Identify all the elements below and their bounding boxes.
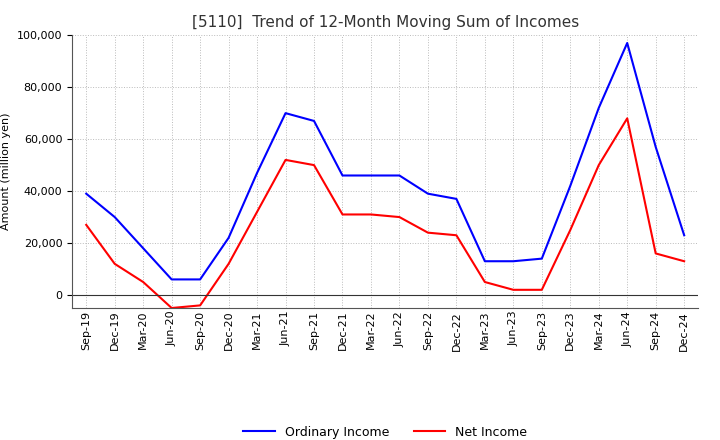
Ordinary Income	[652, 144, 660, 150]
Ordinary Income	[196, 277, 204, 282]
Ordinary Income	[452, 196, 461, 202]
Ordinary Income	[480, 259, 489, 264]
Ordinary Income	[566, 183, 575, 188]
Ordinary Income	[338, 173, 347, 178]
Ordinary Income	[225, 235, 233, 241]
Y-axis label: Amount (million yen): Amount (million yen)	[1, 113, 12, 231]
Ordinary Income	[423, 191, 432, 196]
Net Income	[595, 162, 603, 168]
Ordinary Income	[282, 110, 290, 116]
Line: Ordinary Income: Ordinary Income	[86, 43, 684, 279]
Title: [5110]  Trend of 12-Month Moving Sum of Incomes: [5110] Trend of 12-Month Moving Sum of I…	[192, 15, 579, 30]
Net Income	[423, 230, 432, 235]
Line: Net Income: Net Income	[86, 118, 684, 308]
Net Income	[196, 303, 204, 308]
Ordinary Income	[623, 40, 631, 46]
Net Income	[537, 287, 546, 293]
Net Income	[566, 227, 575, 233]
Ordinary Income	[537, 256, 546, 261]
Net Income	[509, 287, 518, 293]
Net Income	[167, 305, 176, 311]
Net Income	[282, 157, 290, 162]
Ordinary Income	[110, 214, 119, 220]
Net Income	[253, 209, 261, 215]
Ordinary Income	[82, 191, 91, 196]
Net Income	[366, 212, 375, 217]
Net Income	[338, 212, 347, 217]
Net Income	[452, 233, 461, 238]
Net Income	[110, 261, 119, 267]
Net Income	[652, 251, 660, 256]
Ordinary Income	[310, 118, 318, 124]
Net Income	[623, 116, 631, 121]
Ordinary Income	[139, 246, 148, 251]
Net Income	[139, 279, 148, 285]
Net Income	[480, 279, 489, 285]
Net Income	[225, 261, 233, 267]
Ordinary Income	[509, 259, 518, 264]
Ordinary Income	[595, 105, 603, 110]
Net Income	[395, 214, 404, 220]
Ordinary Income	[395, 173, 404, 178]
Net Income	[310, 162, 318, 168]
Ordinary Income	[167, 277, 176, 282]
Legend: Ordinary Income, Net Income: Ordinary Income, Net Income	[238, 421, 532, 440]
Ordinary Income	[680, 233, 688, 238]
Ordinary Income	[366, 173, 375, 178]
Ordinary Income	[253, 170, 261, 176]
Net Income	[82, 222, 91, 227]
Net Income	[680, 259, 688, 264]
